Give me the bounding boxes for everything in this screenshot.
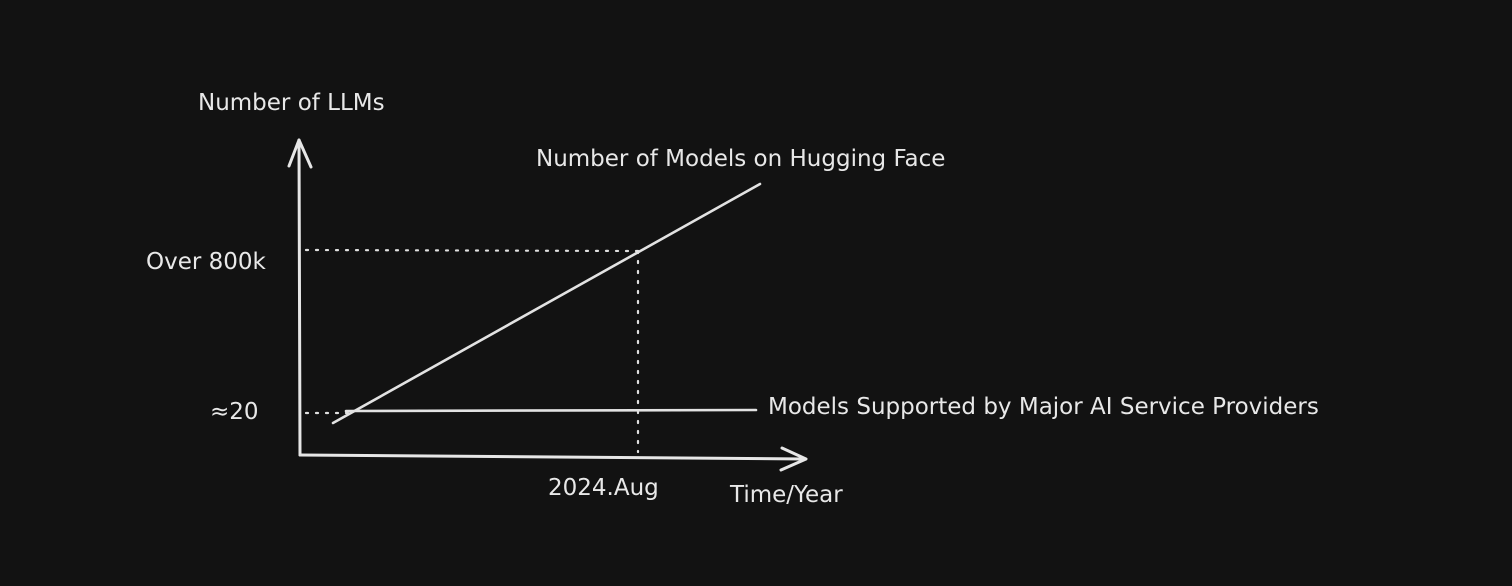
x-axis-label: Time/Year	[729, 482, 843, 508]
hugging-face-models-line	[331, 182, 762, 425]
x-axis-arrowhead-icon	[779, 446, 808, 472]
series-label-providers: Models Supported by Major AI Service Pro…	[768, 394, 1319, 420]
series-label-hugging-face: Number of Models on Hugging Face	[536, 146, 945, 172]
x-marker-2024-aug: 2024.Aug	[548, 475, 659, 501]
y-axis-label: Number of LLMs	[198, 90, 385, 116]
y-axis	[297, 138, 302, 457]
provider-models-line	[344, 408, 758, 413]
x-axis	[298, 453, 807, 461]
y-marker-over-800k: Over 800k	[146, 249, 267, 275]
y-marker-approx-20: ≈20	[210, 399, 259, 425]
y-axis-arrowhead-icon	[287, 138, 313, 169]
